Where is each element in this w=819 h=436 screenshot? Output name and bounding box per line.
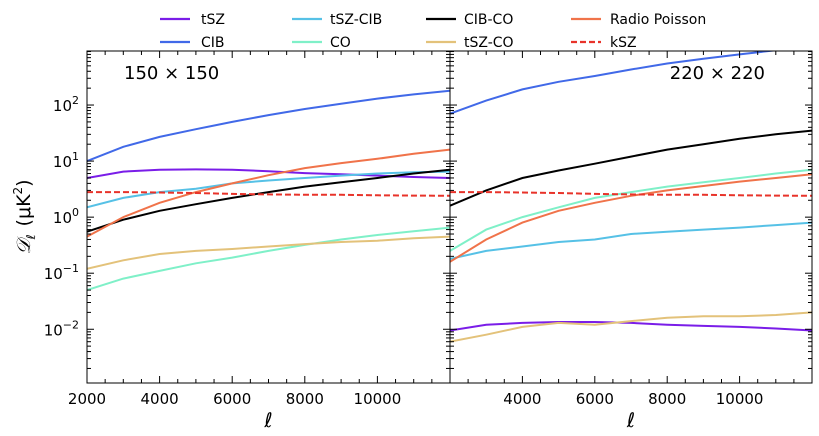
legend-entry: CIB — [160, 35, 225, 51]
series-line-co — [450, 168, 812, 252]
series-line-ksz — [87, 191, 450, 197]
legend-entry: CIB-CO — [426, 12, 513, 28]
x-tick-label: 10000 — [354, 390, 402, 408]
legend-label: CO — [330, 35, 351, 51]
series-line-cib — [87, 89, 450, 163]
legend-label: tSZ-CO — [464, 35, 514, 51]
panel-label: 150 × 150 — [124, 63, 219, 84]
x-tick-label: 8000 — [648, 390, 686, 408]
series-line-ksz — [450, 191, 812, 197]
legend-label: CIB-CO — [464, 12, 513, 28]
series-line-cib-co — [450, 129, 812, 207]
y-tick-label: 10−1 — [44, 262, 79, 283]
plot-frame — [86, 50, 451, 384]
legend-label: Radio Poisson — [610, 12, 706, 28]
legend-label: tSZ-CIB — [330, 12, 382, 28]
panel-label: 220 × 220 — [670, 63, 765, 84]
y-tick-label: 100 — [53, 206, 79, 227]
series-line-tsz-cib — [450, 221, 812, 260]
legend-label: CIB — [201, 35, 225, 51]
panel-220: 4000 6000 8000 10000 ℓ 220 × 220 — [449, 50, 813, 432]
y-tick-label: 101 — [53, 150, 79, 171]
series-line-co — [87, 226, 450, 292]
legend-entry: CO — [292, 35, 351, 51]
legend-entry: tSZ — [160, 12, 225, 28]
series-group — [450, 51, 812, 343]
series-line-tsz-cib — [87, 170, 450, 209]
legend-entry: tSZ-CO — [426, 35, 514, 51]
series-line-cib-co — [87, 168, 450, 233]
series-group — [87, 89, 450, 292]
legend-entry: tSZ-CIB — [292, 12, 382, 28]
x-axis-label: ℓ — [263, 408, 272, 432]
series-line-tsz-co — [87, 235, 450, 270]
legend-entry: kSZ — [571, 35, 637, 51]
legend-label: kSZ — [610, 35, 637, 51]
plot-frame — [449, 50, 813, 384]
x-tick-label: 4000 — [503, 390, 541, 408]
x-tick-label: 6000 — [213, 390, 251, 408]
x-tick-label: 2000 — [68, 390, 106, 408]
x-tick-label: 4000 — [141, 390, 179, 408]
panel-150: 2000 4000 6000 8000 10000 ℓ 150 × 150 10−2 10−1 1… — [11, 50, 451, 432]
series-line-radio-poisson — [450, 173, 812, 263]
legend-label: tSZ — [201, 12, 225, 28]
y-tick-label: 10−2 — [44, 318, 79, 339]
series-line-radio-poisson — [87, 148, 450, 238]
legend-entry: Radio Poisson — [571, 12, 706, 28]
series-line-tsz-co — [450, 311, 812, 343]
y-tick-label: 102 — [53, 94, 79, 115]
x-tick-label: 6000 — [576, 390, 614, 408]
x-axis-label: ℓ — [626, 408, 635, 432]
series-line-cib — [450, 51, 778, 115]
x-tick-label: 8000 — [286, 390, 324, 408]
y-axis-label: 𝒟ℓ(μK2) — [11, 179, 38, 254]
x-tick-label: 10000 — [716, 390, 764, 408]
series-line-tsz — [450, 321, 812, 332]
